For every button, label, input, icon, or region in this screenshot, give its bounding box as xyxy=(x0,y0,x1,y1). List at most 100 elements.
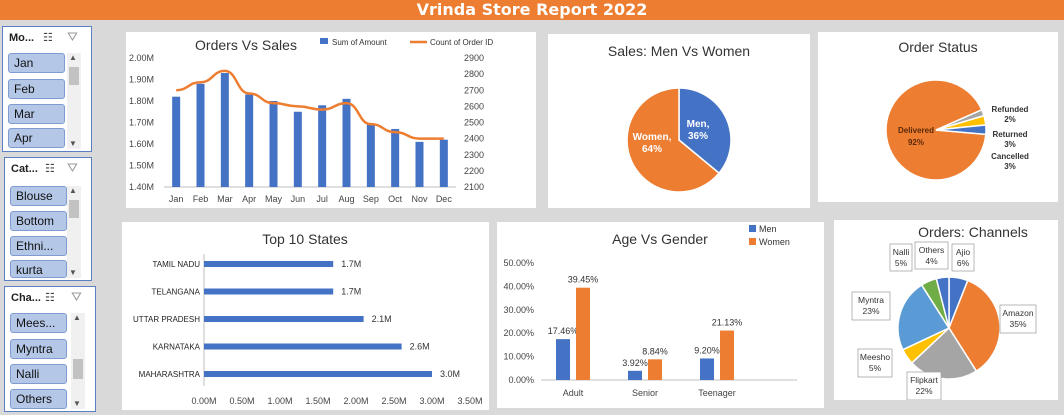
data-label-flipkart-name: Flipkart xyxy=(910,375,939,385)
y-left-tick-label: 1.40M xyxy=(129,182,154,192)
multi-select-icon[interactable]: ☷ xyxy=(43,32,53,44)
slicer-item-apr[interactable]: Apr xyxy=(8,128,65,148)
bar-teenager-women xyxy=(720,330,734,380)
scroll-up-icon[interactable]: ▲ xyxy=(69,186,77,195)
slicer-item-nalli[interactable]: Nalli xyxy=(10,364,67,384)
slice-women xyxy=(626,87,721,193)
y-tick-label: 20.00% xyxy=(503,328,534,338)
scroll-down-icon[interactable]: ▼ xyxy=(69,139,77,148)
y-tick-label: 40.00% xyxy=(503,281,534,291)
data-label-meesho-percent: 5% xyxy=(869,363,882,373)
data-label-amazon-name: Amazon xyxy=(1002,308,1033,318)
slicer-item-ethnic[interactable]: Ethni... xyxy=(10,236,67,256)
bar-mar xyxy=(220,73,229,187)
data-label-men-name: Men, xyxy=(687,119,710,130)
bar-uttar-pradesh xyxy=(204,316,364,322)
y-tick-label: 50.00% xyxy=(503,258,534,268)
clear-filter-icon[interactable]: ⛛ xyxy=(67,29,78,44)
multi-select-icon[interactable]: ☷ xyxy=(45,292,55,304)
slicer-channel-scrollbar[interactable]: ▲ ▼ xyxy=(71,313,85,409)
slicer-item-blouse[interactable]: Blouse xyxy=(10,186,67,206)
scroll-thumb[interactable] xyxy=(73,359,83,379)
legend-label-orders: Count of Order ID xyxy=(430,38,493,47)
slicer-category-scrollbar[interactable]: ▲ ▼ xyxy=(67,186,81,278)
y-tick-label: 10.00% xyxy=(503,352,534,362)
data-label-returned-name: Returned xyxy=(992,130,1027,139)
callout-box-myntra xyxy=(851,291,891,321)
y-left-tick-label: 2.00M xyxy=(129,53,154,63)
y-tick-label: TAMIL NADU xyxy=(152,260,200,269)
bar-adult-men xyxy=(556,339,570,380)
slice-others xyxy=(935,276,950,329)
scroll-down-icon[interactable]: ▼ xyxy=(73,399,81,408)
slicer-item-mar[interactable]: Mar xyxy=(8,104,65,124)
callout-box-others xyxy=(914,241,949,270)
chart-order-status[interactable]: Order Status Delivered 92% Refunded 2% Return… xyxy=(818,32,1058,202)
multi-select-icon[interactable]: ☷ xyxy=(45,163,55,175)
bar-apr xyxy=(245,94,254,187)
slice-flipkart xyxy=(910,326,978,380)
chart-age-vs-gender[interactable]: Age Vs Gender 0.00% 10.00% 20.00% 30.00% 40.0… xyxy=(497,222,824,408)
x-tick-label: Teenager xyxy=(698,388,736,398)
callout-box-meesho xyxy=(857,348,893,378)
scroll-up-icon[interactable]: ▲ xyxy=(73,313,81,322)
bar-aug xyxy=(342,98,351,187)
data-label: 8.84% xyxy=(642,346,668,356)
y-tick-label: TELANGANA xyxy=(152,288,201,297)
slicer-item-kurta[interactable]: kurta xyxy=(10,260,67,278)
data-label-returned-percent: 3% xyxy=(1004,140,1016,149)
data-label-ajio-name: Ajio xyxy=(956,247,970,257)
data-label-nalli-percent: 5% xyxy=(895,258,908,268)
slicer-category-header: Cat... xyxy=(11,163,38,175)
clear-filter-icon[interactable]: ⛛ xyxy=(71,289,82,304)
clear-filter-icon[interactable]: ⛛ xyxy=(67,160,78,175)
slicer-category[interactable]: Cat... ☷ ⛛ Blouse Bottom Ethni... kurta … xyxy=(4,157,92,281)
slicer-item-meesho[interactable]: Mees... xyxy=(10,313,67,333)
slicer-month[interactable]: Mo... ☷ ⛛ Jan Feb Mar Apr ▲ ▼ xyxy=(2,26,92,152)
slicer-item-others[interactable]: Others xyxy=(10,389,67,409)
data-label-others-name: Others xyxy=(919,245,945,255)
x-tick-label: Senior xyxy=(632,388,658,398)
chart-orders-channels[interactable]: Orders: Channels Ajio 6% Amazon 35% Flipkart 2… xyxy=(834,220,1058,401)
legend-label-women: Women xyxy=(759,237,790,247)
data-label: 1.7M xyxy=(341,287,361,297)
chart-title: Top 10 States xyxy=(262,231,348,247)
slicer-channel-header: Cha... xyxy=(11,292,41,304)
bar-feb xyxy=(196,83,205,187)
bar-jul xyxy=(318,105,327,187)
chart-orders-vs-sales[interactable]: Orders Vs Sales 1.40M 1.50M 1.60M 1.70M 1.80M… xyxy=(126,32,536,208)
slicer-month-scrollbar[interactable]: ▲ ▼ xyxy=(67,53,81,149)
data-label-cancelled-percent: 3% xyxy=(1004,162,1016,171)
data-label-meesho-name: Meesho xyxy=(860,352,891,362)
bar-dec xyxy=(439,139,448,187)
chart-title: Orders: Channels xyxy=(918,224,1028,240)
y-tick-label: MAHARASHTRA xyxy=(139,370,201,379)
y-tick-label: 30.00% xyxy=(503,305,534,315)
data-label: 39.45% xyxy=(568,275,599,285)
scroll-thumb[interactable] xyxy=(69,200,79,218)
slicer-item-bottom[interactable]: Bottom xyxy=(10,211,67,231)
slicer-item-jan[interactable]: Jan xyxy=(8,53,65,73)
y-right-tick-label: 2100 xyxy=(464,182,484,192)
bar-sep xyxy=(366,124,375,187)
line-series-orders xyxy=(176,69,444,140)
y-left-tick-label: 1.50M xyxy=(129,161,154,171)
x-tick-label: Apr xyxy=(242,194,256,204)
data-label-nalli-name: Nalli xyxy=(893,247,910,257)
bar-oct xyxy=(391,128,400,187)
data-label: 21.13% xyxy=(712,318,743,328)
x-tick-label: Feb xyxy=(193,194,209,204)
chart-title: Orders Vs Sales xyxy=(195,37,297,53)
legend-label-amount: Sum of Amount xyxy=(332,38,387,47)
slicer-item-myntra[interactable]: Myntra xyxy=(10,339,67,359)
scroll-down-icon[interactable]: ▼ xyxy=(69,268,77,277)
scroll-thumb[interactable] xyxy=(69,67,79,85)
chart-top-states[interactable]: Top 10 States TAMIL NADU 1.7M TELANGANA 1.7M… xyxy=(122,222,489,410)
chart-sales-men-women[interactable]: Sales: Men Vs Women Men, 36% Women, 64% xyxy=(548,34,810,208)
scroll-up-icon[interactable]: ▲ xyxy=(69,53,77,62)
y-tick-label: 0.00% xyxy=(508,375,534,385)
data-label-myntra-percent: 23% xyxy=(862,306,879,316)
slicer-channel[interactable]: Cha... ☷ ⛛ Mees... Myntra Nalli Others ▲… xyxy=(4,286,96,412)
y-left-tick-label: 1.70M xyxy=(129,118,154,128)
slicer-item-feb[interactable]: Feb xyxy=(8,79,65,99)
